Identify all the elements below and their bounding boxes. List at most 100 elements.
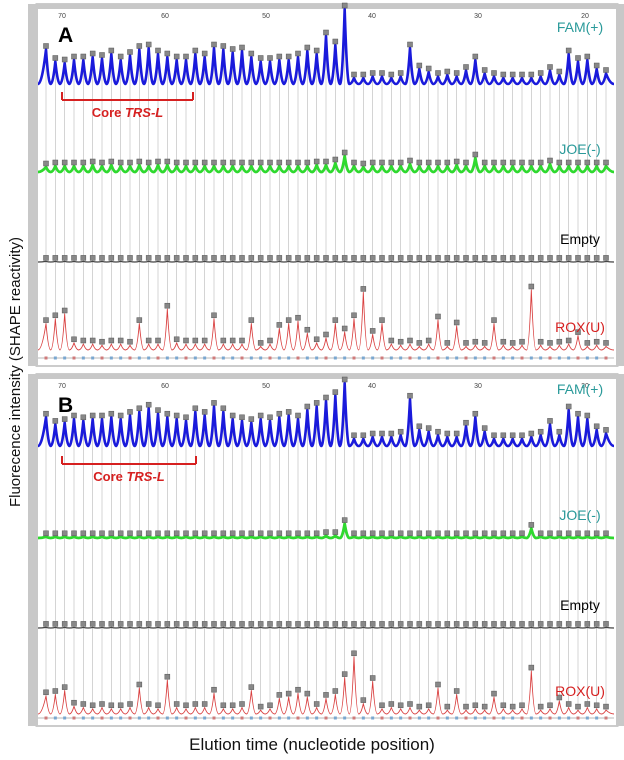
peak-marker: [453, 319, 460, 326]
peak-marker: [547, 621, 553, 627]
bottom-tick: [455, 356, 459, 360]
bottom-tick: [315, 356, 319, 360]
peak-marker: [155, 407, 161, 413]
bottom-tick: [492, 356, 496, 360]
bottom-tick: [473, 356, 477, 360]
peak-marker: [481, 621, 488, 627]
peak-marker: [491, 255, 497, 261]
peak-marker: [71, 621, 77, 627]
panel-letter: B: [58, 394, 73, 417]
peak-marker: [43, 160, 49, 167]
peak-marker: [323, 255, 329, 261]
peak-marker: [164, 410, 171, 417]
bottom-tick: [193, 356, 197, 360]
peak-marker: [313, 158, 320, 165]
peak-marker: [192, 159, 199, 166]
peak-marker: [43, 410, 49, 417]
bottom-tick: [249, 716, 253, 720]
bottom-tick: [604, 716, 608, 720]
peak-marker: [136, 681, 143, 688]
peak-marker: [500, 621, 507, 627]
peak-marker: [388, 430, 395, 437]
peak-marker: [341, 255, 348, 261]
peak-marker: [407, 157, 413, 164]
peak-marker: [435, 530, 441, 537]
peak-marker: [220, 702, 227, 709]
position-tick-label: 50: [262, 13, 270, 20]
peak-marker: [463, 64, 469, 70]
peak-marker: [360, 697, 367, 703]
peak-marker: [528, 664, 535, 671]
peak-marker: [71, 699, 77, 706]
peak-marker: [537, 159, 544, 166]
peak-marker: [127, 338, 133, 345]
peak-marker: [369, 621, 376, 627]
peak-marker: [528, 430, 535, 437]
peak-marker: [229, 255, 236, 261]
peak-marker: [136, 405, 143, 412]
peak-marker: [435, 313, 441, 320]
bottom-tick: [175, 716, 179, 720]
peak-marker: [388, 337, 395, 344]
bottom-tick: [296, 716, 300, 720]
bottom-tick: [361, 356, 365, 360]
peak-marker: [528, 71, 535, 78]
peak-marker: [257, 412, 264, 419]
peak-marker: [108, 158, 115, 165]
position-tick-label: 60: [161, 383, 169, 390]
peak-marker: [248, 255, 255, 261]
peak-marker: [537, 530, 544, 537]
panel-right-bar: [616, 374, 624, 726]
peak-marker: [323, 621, 329, 627]
peak-marker: [444, 340, 451, 346]
peak-marker: [584, 530, 591, 537]
peak-marker: [52, 418, 59, 424]
peak-marker: [127, 530, 133, 537]
peak-marker: [52, 55, 59, 61]
peak-marker: [341, 149, 348, 156]
x-axis-label: Elution time (nucleotide position): [189, 735, 435, 754]
bottom-tick: [109, 716, 113, 720]
peak-marker: [313, 255, 320, 261]
peak-marker: [481, 67, 488, 73]
peak-marker: [52, 688, 59, 694]
peak-marker: [491, 530, 497, 537]
bottom-tick: [91, 356, 95, 360]
bottom-tick: [445, 716, 449, 720]
peak-marker: [341, 517, 348, 523]
peak-marker: [500, 702, 507, 709]
peak-marker: [416, 621, 423, 627]
bottom-tick: [483, 356, 487, 360]
peak-marker: [108, 702, 115, 709]
peak-marker: [108, 410, 115, 417]
peak-marker: [369, 530, 376, 537]
peak-marker: [285, 621, 292, 627]
peak-marker: [80, 701, 87, 707]
peak-marker: [593, 338, 600, 345]
peak-marker: [584, 340, 591, 346]
peak-marker: [388, 159, 395, 166]
peak-marker: [463, 340, 469, 346]
peak-marker: [127, 255, 133, 261]
peak-marker: [295, 412, 301, 419]
bottom-tick: [315, 716, 319, 720]
peak-marker: [453, 158, 460, 165]
bottom-tick: [221, 716, 225, 720]
core-trs-label: Core TRS-L: [93, 469, 165, 484]
peak-marker: [89, 50, 96, 57]
peak-marker: [285, 530, 292, 537]
peak-marker: [127, 159, 133, 166]
bottom-tick: [212, 716, 216, 720]
peak-marker: [463, 255, 469, 261]
peak-marker: [89, 337, 96, 344]
peak-marker: [71, 412, 77, 419]
peak-marker: [145, 159, 152, 166]
bottom-tick: [529, 356, 533, 360]
peak-marker: [593, 621, 600, 627]
peak-marker: [192, 530, 199, 537]
peak-marker: [61, 255, 68, 261]
peak-marker: [528, 159, 535, 166]
peak-marker: [173, 336, 180, 343]
bottom-tick: [249, 356, 253, 360]
